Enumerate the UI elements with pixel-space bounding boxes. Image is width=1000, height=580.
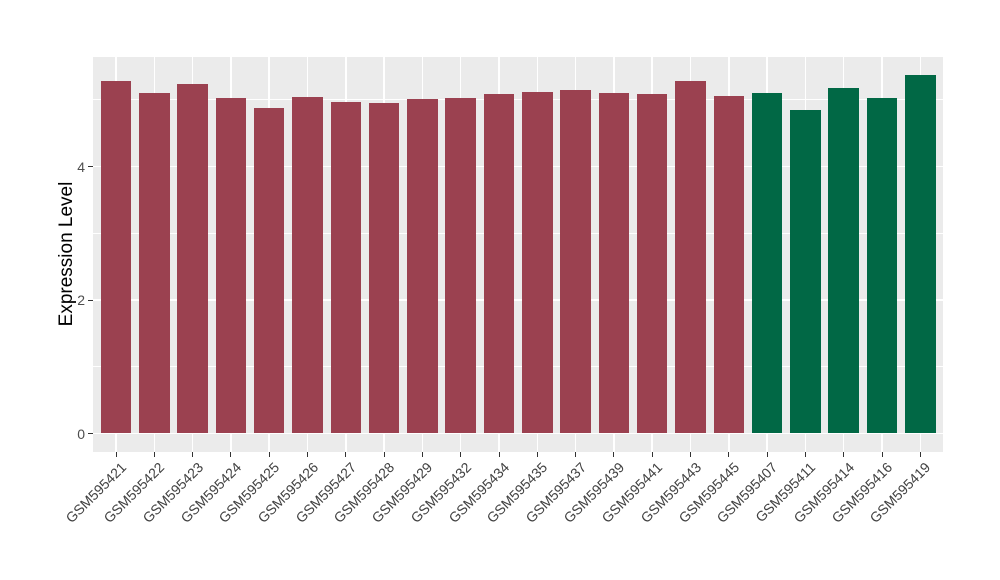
bar-GSM595439 — [598, 93, 630, 434]
y-tick-label: 0 — [77, 425, 85, 442]
bar-GSM595411 — [790, 109, 821, 434]
x-tick — [575, 452, 577, 457]
bar-GSM595443 — [675, 81, 706, 434]
bar-GSM595437 — [560, 89, 591, 434]
x-tick — [690, 452, 691, 457]
x-tick — [307, 452, 308, 457]
gridline-minor-y — [93, 99, 943, 101]
y-tick — [88, 166, 93, 167]
x-tick — [230, 452, 232, 457]
bar-GSM595422 — [139, 93, 170, 434]
gridline-minor-y — [93, 232, 943, 234]
bar-GSM595419 — [905, 75, 936, 434]
bar-GSM595424 — [215, 97, 247, 434]
x-tick — [498, 452, 500, 457]
x-tick — [881, 452, 883, 457]
bar-GSM595426 — [292, 97, 323, 434]
bar-GSM595445 — [713, 95, 745, 434]
x-tick — [115, 452, 117, 457]
gridline-minor-y — [93, 366, 943, 368]
bar-GSM595423 — [177, 83, 208, 434]
x-tick — [383, 452, 385, 457]
bar-GSM595428 — [368, 103, 400, 434]
x-tick — [268, 452, 270, 457]
y-tick — [88, 299, 93, 301]
y-tick-label: 2 — [77, 292, 85, 308]
bar-GSM595432 — [445, 97, 476, 434]
bar-GSM595414 — [828, 87, 859, 434]
bar-GSM595416 — [866, 97, 898, 434]
x-tick — [766, 452, 768, 457]
gridline-major-y — [93, 165, 943, 168]
x-tick — [345, 452, 347, 457]
bar-GSM595435 — [522, 91, 553, 434]
x-tick — [153, 452, 155, 457]
x-tick — [421, 452, 423, 457]
bar-GSM595429 — [407, 99, 438, 434]
x-tick — [192, 452, 194, 457]
y-tick — [88, 433, 93, 434]
x-tick — [804, 452, 806, 457]
bar-GSM595441 — [636, 93, 668, 434]
bar-GSM595434 — [483, 93, 515, 434]
gridline-major-y — [93, 299, 943, 301]
gridline-major-y — [93, 432, 943, 435]
bar-GSM595425 — [253, 108, 285, 434]
x-tick — [536, 452, 538, 457]
x-tick — [460, 452, 462, 457]
plot-panel — [93, 57, 943, 452]
bar-GSM595427 — [330, 102, 362, 434]
bar-GSM595421 — [100, 81, 132, 434]
x-tick — [651, 452, 653, 457]
x-tick — [919, 452, 921, 457]
bar-GSM595407 — [751, 93, 783, 434]
y-tick-label: 4 — [77, 158, 85, 175]
x-tick — [728, 452, 730, 457]
x-tick — [613, 452, 615, 457]
x-tick — [843, 452, 845, 457]
